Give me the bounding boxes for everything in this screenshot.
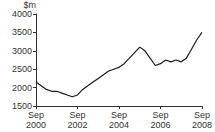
svg-text:Sep: Sep [111, 110, 127, 120]
svg-text:2004: 2004 [109, 120, 129, 130]
svg-text:1500: 1500 [12, 101, 32, 111]
svg-text:2002: 2002 [67, 120, 87, 130]
svg-text:$m: $m [23, 0, 36, 11]
svg-text:4000: 4000 [12, 9, 32, 19]
svg-text:2500: 2500 [12, 64, 32, 74]
svg-text:Sep: Sep [69, 110, 85, 120]
svg-text:2008: 2008 [192, 120, 212, 130]
svg-text:3500: 3500 [12, 27, 32, 37]
svg-text:Sep: Sep [194, 110, 210, 120]
svg-text:2006: 2006 [150, 120, 170, 130]
svg-text:2000: 2000 [12, 83, 32, 93]
svg-text:2000: 2000 [26, 120, 46, 130]
svg-text:Sep: Sep [28, 110, 44, 120]
svg-text:3000: 3000 [12, 46, 32, 56]
svg-text:Sep: Sep [152, 110, 168, 120]
